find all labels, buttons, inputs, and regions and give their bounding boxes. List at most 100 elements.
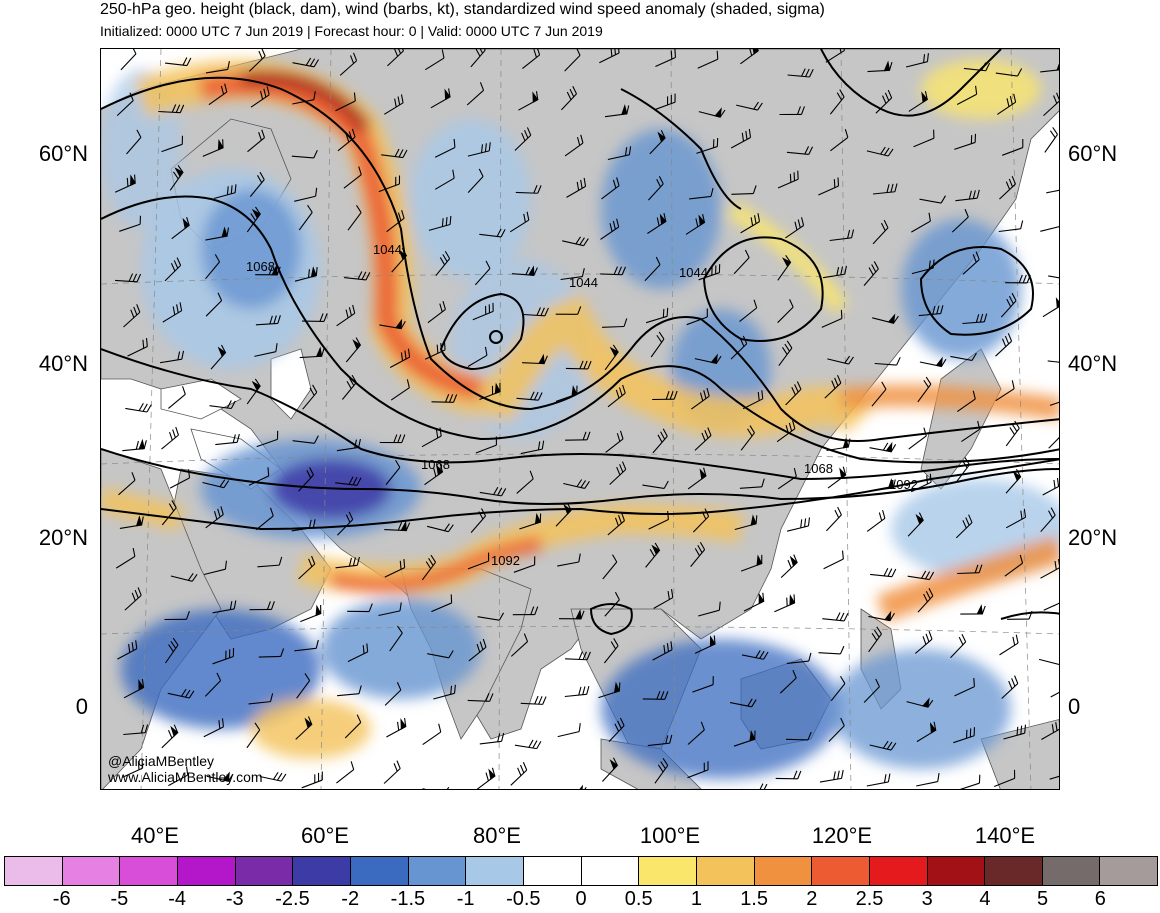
wind-barb	[599, 49, 620, 64]
wind-barb	[510, 633, 529, 657]
wind-barb	[697, 50, 719, 69]
wind-barb	[202, 479, 230, 489]
wind-barb	[962, 313, 988, 325]
wind-barb	[868, 610, 895, 622]
colorbar-tick-label: -0.5	[506, 888, 541, 910]
wind-barb	[126, 129, 142, 155]
wind-barb	[292, 57, 320, 68]
wind-barb	[555, 306, 582, 315]
wind-barb	[258, 648, 285, 658]
wind-barb	[565, 651, 591, 661]
wind-barb	[167, 688, 195, 699]
lon-label-120e: 120°E	[811, 823, 873, 848]
wind-barb	[648, 510, 669, 530]
wind-barb	[825, 49, 845, 63]
wind-barb	[390, 379, 410, 401]
wind-barb	[730, 335, 748, 360]
wind-barb	[555, 502, 572, 527]
wind-barb	[872, 313, 899, 324]
map-panel: 1068 1044 1044 1044 1068 1068 1092 1092	[100, 48, 1060, 790]
wind-barb	[298, 204, 313, 231]
wind-barb	[775, 770, 802, 780]
wind-barb	[467, 346, 488, 367]
wind-barb	[687, 467, 707, 490]
wind-barb	[168, 766, 189, 787]
wind-barb	[347, 205, 362, 231]
wind-barb	[654, 758, 669, 784]
wind-barb	[470, 508, 487, 533]
wind-barb	[384, 520, 411, 532]
wind-barb	[910, 473, 932, 493]
wind-barb	[479, 732, 505, 745]
lat-label-20n-right: 20°N	[1068, 525, 1118, 550]
wind-barb	[158, 104, 185, 114]
wind-barb	[609, 461, 627, 485]
wind-barb	[345, 337, 362, 363]
lon-label-40e: 40°E	[131, 823, 179, 848]
wind-barb	[386, 210, 405, 233]
colorbar-swatch	[927, 857, 986, 885]
credit-website: www.AliciaMBentley.com	[108, 769, 263, 785]
wind-barb	[1040, 59, 1059, 73]
wind-barb	[170, 573, 198, 582]
contour-label: 1092	[491, 553, 520, 568]
wind-barb	[698, 107, 726, 118]
wind-barb	[999, 634, 1019, 656]
wind-barb	[785, 381, 802, 406]
wind-barb	[561, 85, 578, 111]
wind-barb	[871, 381, 887, 407]
wind-barb	[741, 783, 768, 789]
wind-barb	[160, 350, 185, 364]
wind-barb	[686, 308, 708, 326]
wind-barb	[343, 166, 362, 189]
wind-barb	[1049, 772, 1059, 780]
anomaly-shading	[101, 59, 1059, 779]
wind-barb	[344, 714, 362, 739]
lat-label-60n-left: 60°N	[38, 141, 88, 166]
wind-barb	[905, 53, 929, 68]
wind-barb	[827, 355, 854, 365]
colorbar-swatch	[985, 857, 1043, 885]
wind-barb	[741, 650, 769, 660]
wind-barb	[962, 251, 980, 275]
colorbar-swatch	[293, 857, 351, 885]
wind-barb	[916, 773, 940, 787]
wind-barb	[161, 426, 180, 450]
wind-barb	[212, 600, 237, 614]
wind-barb	[291, 519, 316, 532]
lon-label-140e: 140°E	[974, 823, 1036, 848]
wind-barb	[427, 301, 446, 324]
wind-barb	[205, 254, 221, 280]
wind-barb	[690, 541, 706, 567]
wind-barb	[425, 49, 445, 71]
wind-barb	[739, 299, 758, 323]
wind-barb	[1005, 274, 1031, 284]
wind-barb	[298, 467, 314, 492]
wind-barb	[122, 759, 144, 778]
wind-barb	[563, 479, 590, 489]
wind-barb	[255, 315, 281, 326]
wind-barb	[205, 506, 224, 529]
wind-barb	[564, 49, 581, 72]
wind-barb	[908, 427, 927, 450]
wind-barb	[950, 633, 967, 659]
colorbar-swatch	[235, 857, 294, 885]
wind-barb	[514, 127, 532, 151]
wind-barb	[1005, 508, 1027, 529]
wind-barb	[822, 265, 847, 279]
wind-barb	[963, 62, 991, 72]
wind-barb	[655, 49, 676, 68]
wind-barb	[344, 271, 371, 281]
contour-label: 1068	[421, 457, 450, 472]
colorbar-swatch	[696, 857, 755, 885]
wind-barb	[379, 318, 406, 330]
wind-barb	[475, 436, 497, 454]
wind-barb	[866, 773, 891, 787]
colorbar-swatch	[639, 857, 697, 885]
wind-barb	[515, 184, 542, 194]
wind-barb	[124, 587, 142, 611]
wind-barb	[336, 438, 361, 452]
wind-barb	[565, 360, 592, 370]
wind-barb	[564, 685, 590, 698]
wind-barb	[913, 129, 935, 148]
